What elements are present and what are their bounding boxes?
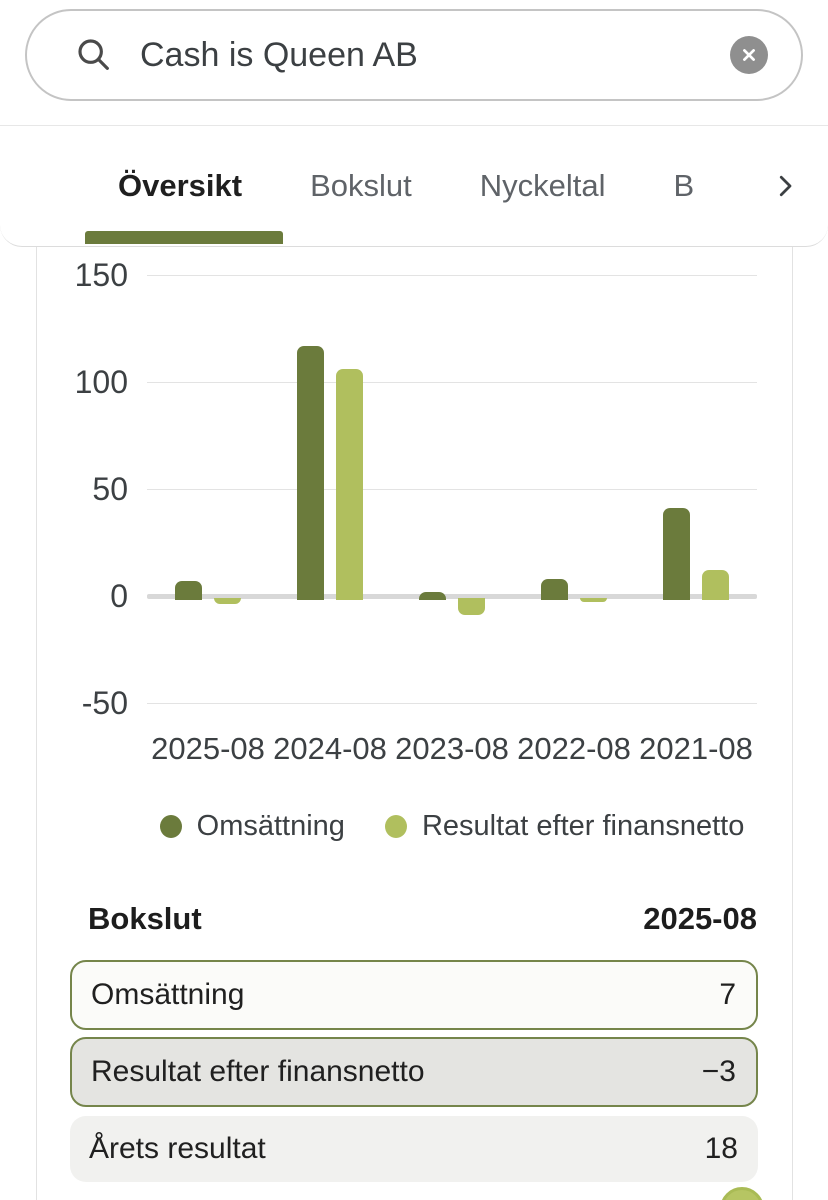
bar-resultat-efter-finansnetto-2021-08 — [702, 570, 729, 600]
x-axis-tick-label: 2024-08 — [273, 731, 387, 766]
gridline — [147, 703, 757, 704]
gridline — [147, 275, 757, 276]
close-icon — [738, 44, 760, 66]
legend-label: Resultat efter finansnetto — [421, 809, 745, 842]
row-label: Resultat efter finansnetto — [91, 1055, 425, 1088]
table-row-resultat[interactable]: Resultat efter finansnetto −3 — [70, 1037, 758, 1107]
zero-gridline — [147, 594, 757, 599]
x-axis-tick-label: 2025-08 — [151, 731, 265, 766]
y-axis-tick-label: -50 — [81, 685, 128, 721]
bar-oms-ttning-2022-08 — [541, 578, 568, 600]
row-label: Årets resultat — [89, 1132, 266, 1165]
bar-oms-ttning-2025-08 — [175, 581, 202, 600]
row-value: −3 — [701, 1055, 736, 1088]
table-row-arets-resultat[interactable]: Årets resultat 18 — [70, 1116, 758, 1182]
bar-oms-ttning-2023-08 — [419, 591, 446, 600]
tab-bokslut[interactable]: Bokslut — [310, 168, 412, 203]
clear-search-button[interactable] — [730, 36, 768, 74]
bokslut-section-header: Bokslut 2025-08 — [37, 897, 792, 941]
tab-bar: Översikt Bokslut Nyckeltal B — [0, 125, 828, 247]
tab-oversikt[interactable]: Översikt — [118, 168, 243, 203]
bar-resultat-efter-finansnetto-2023-08 — [458, 598, 485, 616]
table-row-omsattning[interactable]: Omsättning 7 — [70, 960, 758, 1030]
y-axis-tick-label: 100 — [74, 364, 128, 400]
search-input[interactable]: Cash is Queen AB — [140, 35, 418, 74]
legend-item-omsattning: Omsättning — [159, 809, 345, 843]
bar-chart: Omsättning Resultat efter finansnetto 15… — [37, 247, 792, 842]
active-tab-indicator — [85, 231, 283, 244]
bar-oms-ttning-2024-08 — [297, 345, 324, 600]
legend-item-resultat: Resultat efter finansnetto — [384, 809, 745, 843]
chart-legend: Omsättning Resultat efter finansnetto — [147, 803, 757, 849]
legend-dot-light-icon — [384, 814, 407, 838]
content-card: Omsättning Resultat efter finansnetto 15… — [36, 247, 793, 1200]
bar-oms-ttning-2021-08 — [663, 508, 690, 600]
row-value: 7 — [719, 978, 736, 1011]
peeking-circle-element — [720, 1187, 764, 1200]
search-header: Cash is Queen AB — [0, 0, 828, 125]
bar-resultat-efter-finansnetto-2022-08 — [580, 598, 607, 603]
chevron-right-icon[interactable] — [770, 126, 800, 246]
tab-list: Översikt Bokslut Nyckeltal B — [118, 126, 694, 246]
y-axis-tick-label: 50 — [92, 471, 128, 507]
gridline — [147, 489, 757, 490]
gridline — [147, 382, 757, 383]
search-icon — [74, 35, 114, 75]
x-axis-tick-label: 2022-08 — [517, 731, 631, 766]
bar-resultat-efter-finansnetto-2024-08 — [336, 369, 363, 600]
bar-resultat-efter-finansnetto-2025-08 — [214, 598, 241, 605]
search-bar[interactable]: Cash is Queen AB — [25, 9, 803, 101]
y-axis-tick-label: 0 — [110, 578, 128, 614]
x-axis-tick-label: 2023-08 — [395, 731, 509, 766]
section-title: Bokslut — [88, 901, 202, 936]
legend-label: Omsättning — [196, 809, 345, 842]
tab-nyckeltal[interactable]: Nyckeltal — [479, 168, 606, 203]
tab-truncated[interactable]: B — [673, 168, 695, 203]
row-value: 18 — [704, 1132, 738, 1165]
y-axis-tick-label: 150 — [74, 257, 128, 293]
row-label: Omsättning — [91, 978, 245, 1011]
legend-dot-dark-icon — [159, 814, 182, 838]
section-period: 2025-08 — [643, 901, 757, 936]
x-axis-tick-label: 2021-08 — [639, 731, 753, 766]
